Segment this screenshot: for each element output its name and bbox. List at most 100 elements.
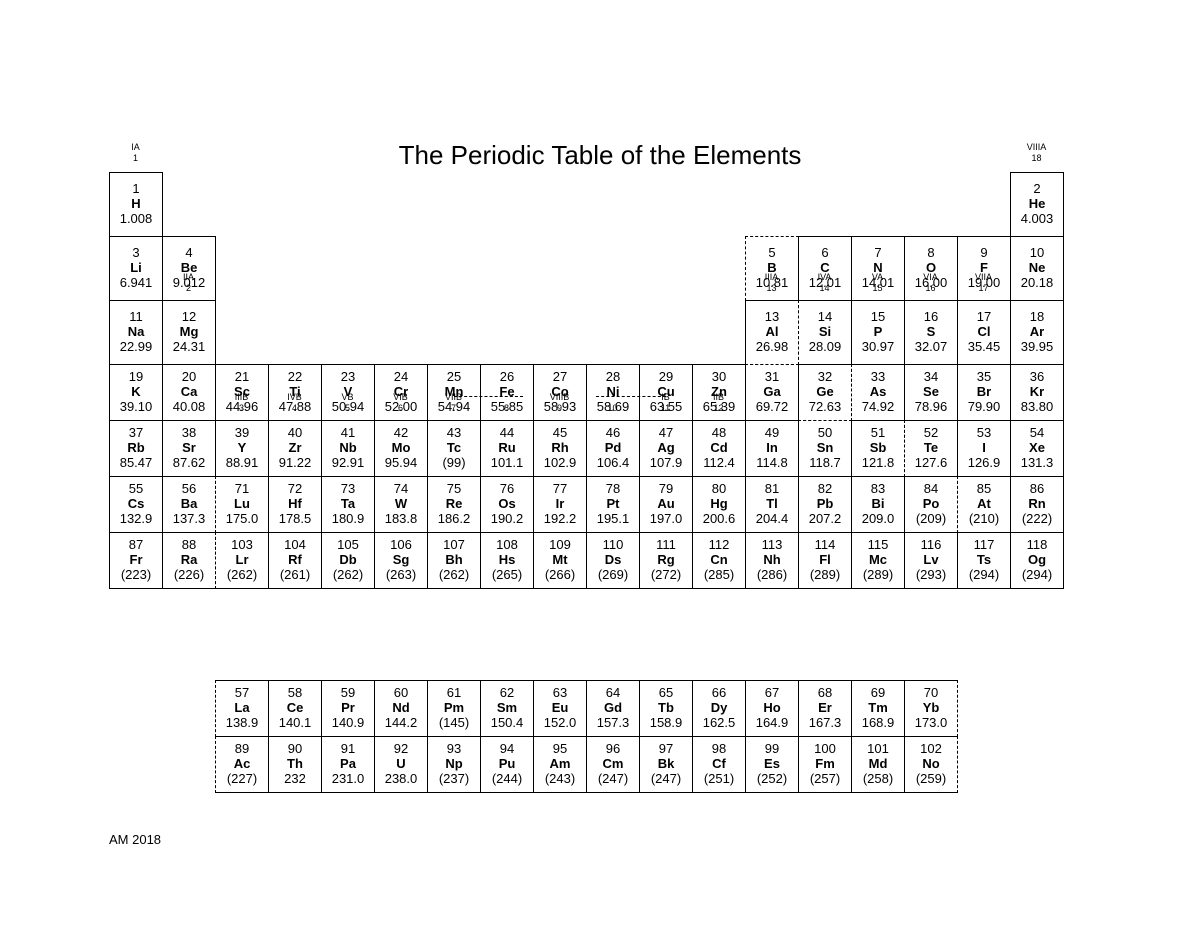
atomic-number: 67 [746,686,798,701]
group-header-roman: VIIIA [1010,142,1063,153]
atomic-number: 97 [640,742,692,757]
element-cell-Xe: 54Xe131.3 [1010,420,1064,477]
element-symbol: Ra [163,553,215,568]
element-symbol: Tl [746,497,798,512]
atomic-mass: (244) [481,772,533,787]
atomic-mass: (263) [375,568,427,583]
atomic-number: 88 [163,538,215,553]
element-cell-Cl: 17Cl35.45 [957,300,1011,365]
atomic-mass: 132.9 [110,512,162,527]
atomic-mass: 19.00 [958,276,1010,291]
atomic-mass: 112.4 [693,456,745,471]
element-cell-V: 23V50.94 [321,364,375,421]
element-cell-Hf: 72Hf178.5 [268,476,322,533]
element-symbol: Rn [1011,497,1063,512]
atomic-mass: 52.00 [375,400,427,415]
element-cell-In: 49In114.8 [745,420,799,477]
atomic-mass: 58.69 [587,400,639,415]
atomic-number: 40 [269,426,321,441]
element-symbol: Cs [110,497,162,512]
element-symbol: P [852,325,904,340]
atomic-number: 48 [693,426,745,441]
atomic-number: 100 [799,742,851,757]
element-cell-Ne: 10Ne20.18 [1010,236,1064,301]
element-cell-Y: 39Y88.91 [215,420,269,477]
atomic-number: 70 [905,686,957,701]
element-symbol: La [216,701,268,716]
atomic-mass: 238.0 [375,772,427,787]
element-symbol: N [852,261,904,276]
element-cell-Li: 3Li6.941 [109,236,163,301]
element-cell-P: 15P30.97 [851,300,905,365]
atomic-number: 60 [375,686,427,701]
element-symbol: I [958,441,1010,456]
atomic-mass: (222) [1011,512,1063,527]
element-symbol: Mn [428,385,480,400]
element-cell-Tl: 81Tl204.4 [745,476,799,533]
element-cell-Sg: 106Sg(263) [374,532,428,589]
atomic-number: 7 [852,246,904,261]
atomic-mass: 190.2 [481,512,533,527]
element-symbol: Cd [693,441,745,456]
atomic-number: 59 [322,686,374,701]
atomic-mass: 30.97 [852,340,904,355]
atomic-number: 117 [958,538,1010,553]
atomic-number: 101 [852,742,904,757]
element-symbol: Ho [746,701,798,716]
atomic-number: 32 [799,370,851,385]
atomic-number: 77 [534,482,586,497]
element-symbol: F [958,261,1010,276]
element-cell-Pa: 91Pa231.0 [321,736,375,793]
element-cell-Si: 14Si28.09 [798,300,852,365]
atomic-number: 62 [481,686,533,701]
element-symbol: As [852,385,904,400]
atomic-number: 15 [852,310,904,325]
element-cell-Co: 27Co58.93 [533,364,587,421]
element-cell-Tc: 43Tc(99) [427,420,481,477]
element-symbol: Ta [322,497,374,512]
element-cell-He: 2He4.003 [1010,172,1064,237]
element-symbol: Ni [587,385,639,400]
atomic-number: 11 [110,310,162,325]
element-cell-F: 9F19.00 [957,236,1011,301]
element-symbol: Ru [481,441,533,456]
atomic-mass: 183.8 [375,512,427,527]
element-symbol: Lv [905,553,957,568]
atomic-number: 12 [163,310,215,325]
atomic-number: 29 [640,370,692,385]
element-symbol: Bk [640,757,692,772]
atomic-mass: (262) [322,568,374,583]
atomic-number: 85 [958,482,1010,497]
atomic-number: 116 [905,538,957,553]
element-symbol: Th [269,757,321,772]
element-symbol: Nb [322,441,374,456]
atomic-mass: 106.4 [587,456,639,471]
atomic-number: 89 [216,742,268,757]
element-symbol: Ca [163,385,215,400]
element-symbol: Es [746,757,798,772]
atomic-mass: 138.9 [216,716,268,731]
element-cell-Al: 13Al26.98 [745,300,799,365]
element-symbol: C [799,261,851,276]
atomic-mass: (243) [534,772,586,787]
atomic-number: 114 [799,538,851,553]
element-symbol: Nh [746,553,798,568]
element-cell-Sc: 21Sc44.96 [215,364,269,421]
element-cell-Lv: 116Lv(293) [904,532,958,589]
element-cell-Mn: 25Mn54.94 [427,364,481,421]
element-cell-Cf: 98Cf(251) [692,736,746,793]
element-cell-Ru: 44Ru101.1 [480,420,534,477]
element-cell-Gd: 64Gd157.3 [586,680,640,737]
element-cell-Ta: 73Ta180.9 [321,476,375,533]
element-cell-Cs: 55Cs132.9 [109,476,163,533]
element-cell-Lr: 103Lr(262) [215,532,269,589]
element-symbol: Ne [1011,261,1063,276]
atomic-mass: (289) [852,568,904,583]
element-symbol: Be [163,261,215,276]
element-symbol: Yb [905,701,957,716]
atomic-mass: 83.80 [1011,400,1063,415]
element-symbol: Lu [216,497,268,512]
atomic-mass: 152.0 [534,716,586,731]
atomic-mass: 144.2 [375,716,427,731]
atomic-mass: 63.55 [640,400,692,415]
